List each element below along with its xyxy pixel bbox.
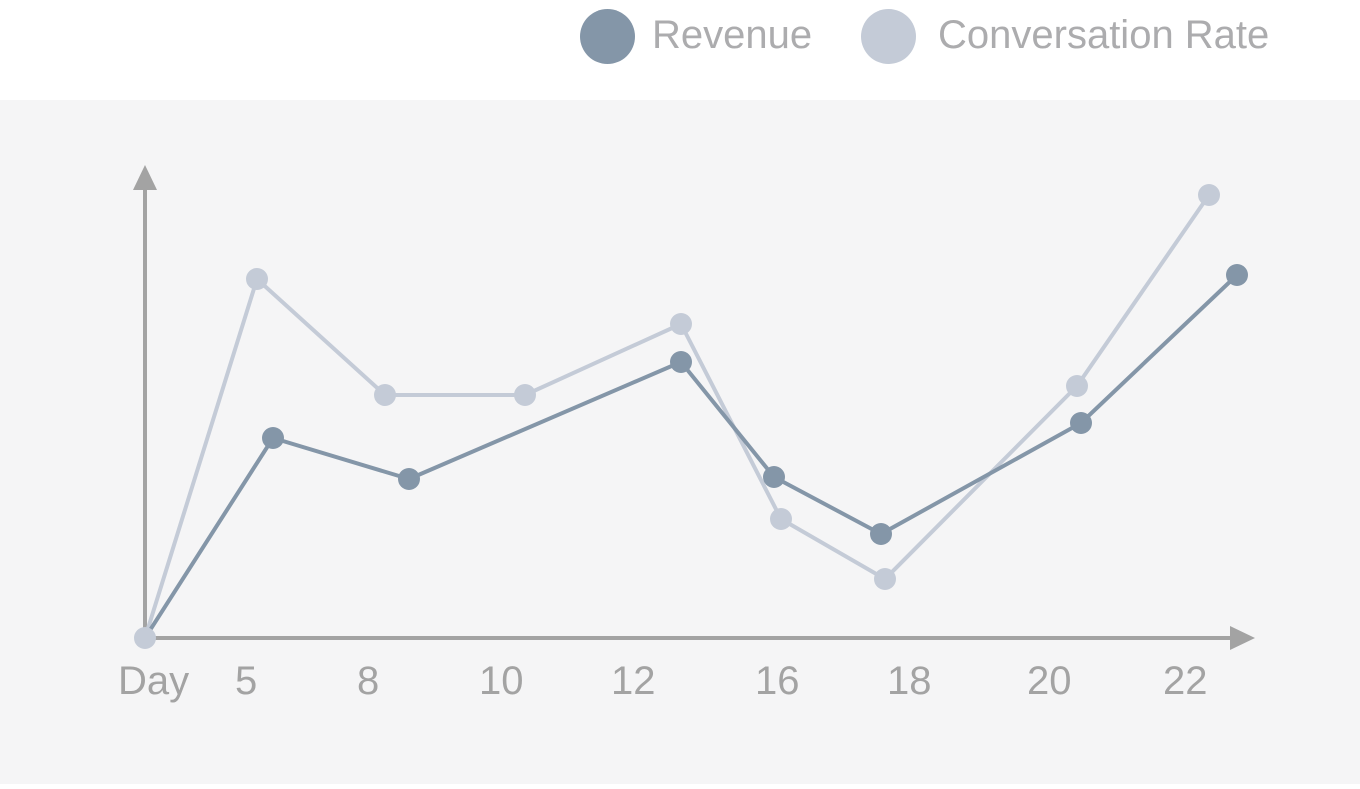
svg-text:8: 8 <box>357 659 379 703</box>
svg-text:16: 16 <box>755 659 800 703</box>
svg-text:5: 5 <box>235 659 257 703</box>
svg-text:Day: Day <box>118 659 189 703</box>
svg-text:22: 22 <box>1163 659 1208 703</box>
svg-text:10: 10 <box>479 659 524 703</box>
svg-text:12: 12 <box>611 659 656 703</box>
svg-text:18: 18 <box>887 659 932 703</box>
svg-text:20: 20 <box>1027 659 1072 703</box>
